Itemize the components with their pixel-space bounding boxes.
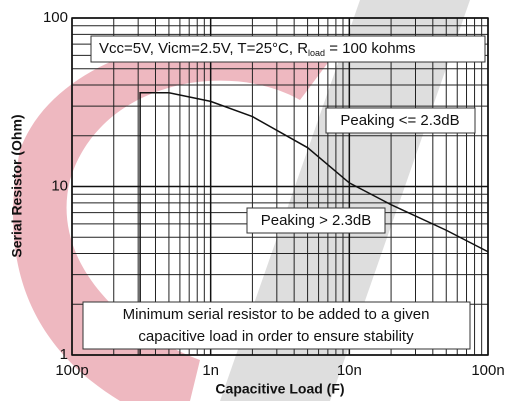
annotation: capacitive load in order to ensure stabi… [138,328,414,345]
x-tick-label: 1n [202,362,219,379]
annotation: Peaking > 2.3dB [261,212,372,229]
x-axis-label: Capacitive Load (F) [215,381,344,397]
x-tick-label: 10n [337,362,362,379]
data-line [139,92,489,355]
annotation: Vcc=5V, Vicm=2.5V, T=25°C, Rload = 100 k… [99,40,416,58]
y-tick-label: 1 [60,346,68,363]
y-tick-label: 10 [51,177,68,194]
annotation-box [82,301,471,350]
annotation: Minimum serial resistor to be added to a… [123,306,430,323]
annotation: Peaking <= 2.3dB [340,112,459,129]
annotation-box [325,107,476,134]
x-tick-label: 100n [471,362,504,379]
y-tick-label: 100 [43,9,68,26]
annotation-box [90,35,486,63]
annotation-text: = 100 kohms [325,40,415,57]
plot-frame [71,17,489,356]
annotations: Vcc=5V, Vicm=2.5V, T=25°C, Rload = 100 k… [82,35,486,350]
annotation-subscript: load [308,48,325,58]
x-tick-label: 100p [55,362,88,379]
y-axis-label: Serial Resistor (Ohm) [9,114,25,257]
annotation-text: Vcc=5V, Vicm=2.5V, T=25°C, R [99,40,308,57]
annotation-box [246,207,386,234]
